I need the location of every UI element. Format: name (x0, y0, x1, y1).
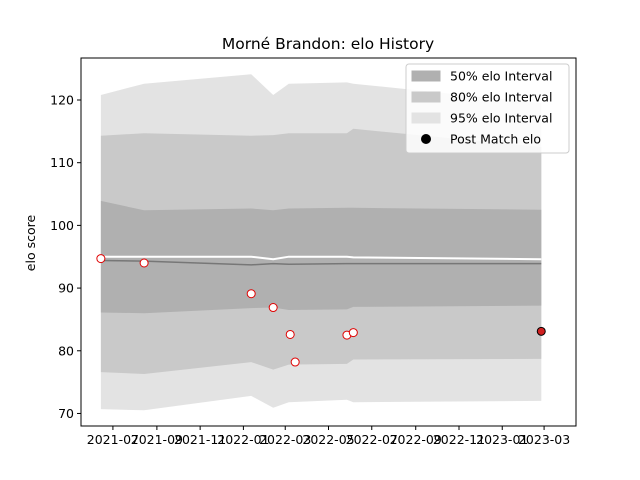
x-tick-label: 2023-03 (518, 432, 570, 447)
mean-elo-line (100, 255, 542, 261)
median-elo-line (100, 259, 542, 266)
y-tick-label: 120 (50, 93, 74, 108)
y-tick-label: 90 (58, 281, 74, 296)
elo-data-point (285, 329, 295, 339)
y-tick-label: 110 (50, 155, 74, 170)
legend-swatch-band-95 (411, 112, 441, 124)
x-tick-label: 2022-09 (390, 432, 442, 447)
legend: 50% elo Interval 80% elo Interval 95% elo … (405, 63, 570, 154)
legend-label: Post Match elo (450, 132, 541, 147)
y-tick-label: 100 (50, 218, 74, 233)
post-match-elo-point (536, 326, 546, 336)
x-axis: 2021-072021-092021-112022-012022-032022-… (87, 426, 570, 447)
elo-data-point (96, 254, 106, 264)
x-tick-label: 2021-07 (87, 432, 139, 447)
plot-area (80, 57, 577, 427)
y-axis: 70 80 90 100 110 120 (50, 93, 81, 421)
legend-label: 95% elo Interval (450, 111, 552, 126)
chart-title: Morné Brandon: elo History (222, 35, 434, 53)
x-tick-label: 2023-01 (476, 432, 528, 447)
legend-post-match-marker (421, 134, 431, 144)
x-tick-label: 2021-11 (174, 432, 226, 447)
elo-data-point (290, 357, 300, 367)
elo-data-point (246, 289, 256, 299)
legend-swatch-band-50 (411, 70, 441, 82)
x-tick-label: 2021-09 (131, 432, 183, 447)
legend-swatch-band-80 (411, 91, 441, 103)
x-tick-label: 2022-11 (433, 432, 485, 447)
elo-data-point (268, 303, 278, 313)
legend-box (405, 63, 570, 154)
y-tick-label: 80 (58, 343, 74, 358)
y-axis-label: elo score (23, 215, 38, 272)
x-tick-label: 2022-05 (302, 432, 354, 447)
y-tick-label: 70 (58, 406, 74, 421)
legend-label: 50% elo Interval (450, 69, 552, 84)
elo-data-point (348, 328, 358, 338)
x-tick-label: 2022-07 (346, 432, 398, 447)
x-tick-label: 2022-03 (259, 432, 311, 447)
elo-data-point (139, 258, 149, 268)
x-tick-label: 2022-01 (217, 432, 269, 447)
legend-label: 80% elo Interval (450, 90, 552, 105)
